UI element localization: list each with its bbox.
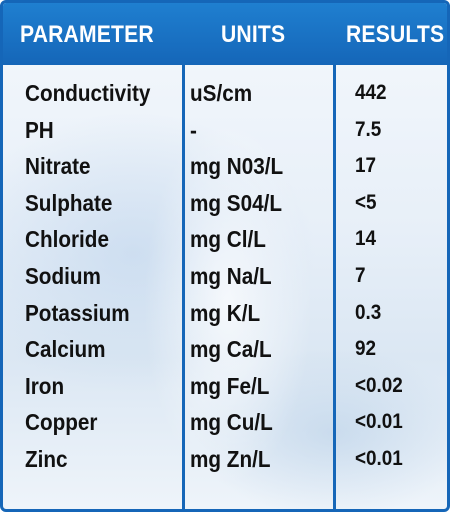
parameter-cell: Copper — [25, 409, 98, 436]
table-row: Copper mg Cu/L <0.01 — [3, 404, 447, 441]
result-cell: 7 — [355, 263, 366, 287]
parameter-cell: Iron — [25, 372, 65, 399]
table-body: Conductivity uS/cm 442 PH - 7.5 Nitrate … — [3, 75, 447, 478]
table-row: Zinc mg Zn/L <0.01 — [3, 441, 447, 478]
result-cell: 0.3 — [355, 300, 382, 324]
result-cell: <5 — [355, 190, 377, 214]
table-row: Sodium mg Na/L 7 — [3, 258, 447, 295]
column-divider-right — [333, 65, 336, 509]
units-cell: mg Na/L — [190, 262, 272, 289]
parameter-cell: Sodium — [25, 262, 101, 289]
parameter-cell: Zinc — [25, 445, 68, 472]
table-row: Iron mg Fe/L <0.02 — [3, 368, 447, 405]
table-row: Chloride mg Cl/L 14 — [3, 221, 447, 258]
units-cell: mg N03/L — [190, 153, 284, 180]
table-row: Conductivity uS/cm 442 — [3, 75, 447, 112]
result-cell: 14 — [355, 227, 377, 251]
units-cell: mg Cu/L — [190, 409, 273, 436]
column-divider-left — [182, 65, 185, 509]
result-cell: 7.5 — [355, 117, 382, 141]
parameter-cell: Calcium — [25, 336, 106, 363]
units-cell: uS/cm — [190, 80, 253, 106]
units-cell: mg S04/L — [190, 189, 283, 216]
table-header: PARAMETER UNITS RESULTS — [3, 3, 447, 65]
parameter-cell: Nitrate — [25, 153, 91, 180]
header-parameter: PARAMETER — [20, 21, 154, 48]
parameter-cell: PH — [25, 116, 54, 143]
units-cell: mg Cl/L — [190, 226, 266, 253]
parameter-cell: Potassium — [25, 299, 130, 326]
result-cell: <0.02 — [355, 373, 403, 397]
units-cell: mg Fe/L — [190, 372, 270, 399]
table-row: Nitrate mg N03/L 17 — [3, 148, 447, 185]
result-cell: <0.01 — [355, 410, 403, 434]
result-cell: 92 — [355, 337, 377, 361]
table-row: PH - 7.5 — [3, 112, 447, 149]
units-cell: mg Zn/L — [190, 445, 271, 472]
result-cell: 17 — [355, 154, 377, 178]
header-units: UNITS — [221, 21, 286, 48]
units-cell: mg Ca/L — [190, 336, 272, 363]
parameter-cell: Conductivity — [25, 80, 151, 106]
result-cell: 442 — [355, 81, 387, 104]
parameter-cell: Sulphate — [25, 189, 113, 216]
units-cell: - — [190, 116, 197, 143]
result-cell: <0.01 — [355, 446, 403, 470]
table-row: Calcium mg Ca/L 92 — [3, 331, 447, 368]
parameter-cell: Chloride — [25, 226, 109, 253]
units-cell: mg K/L — [190, 299, 261, 326]
table-row: Sulphate mg S04/L <5 — [3, 185, 447, 222]
table-row: Potassium mg K/L 0.3 — [3, 295, 447, 332]
header-results: RESULTS — [346, 21, 445, 48]
